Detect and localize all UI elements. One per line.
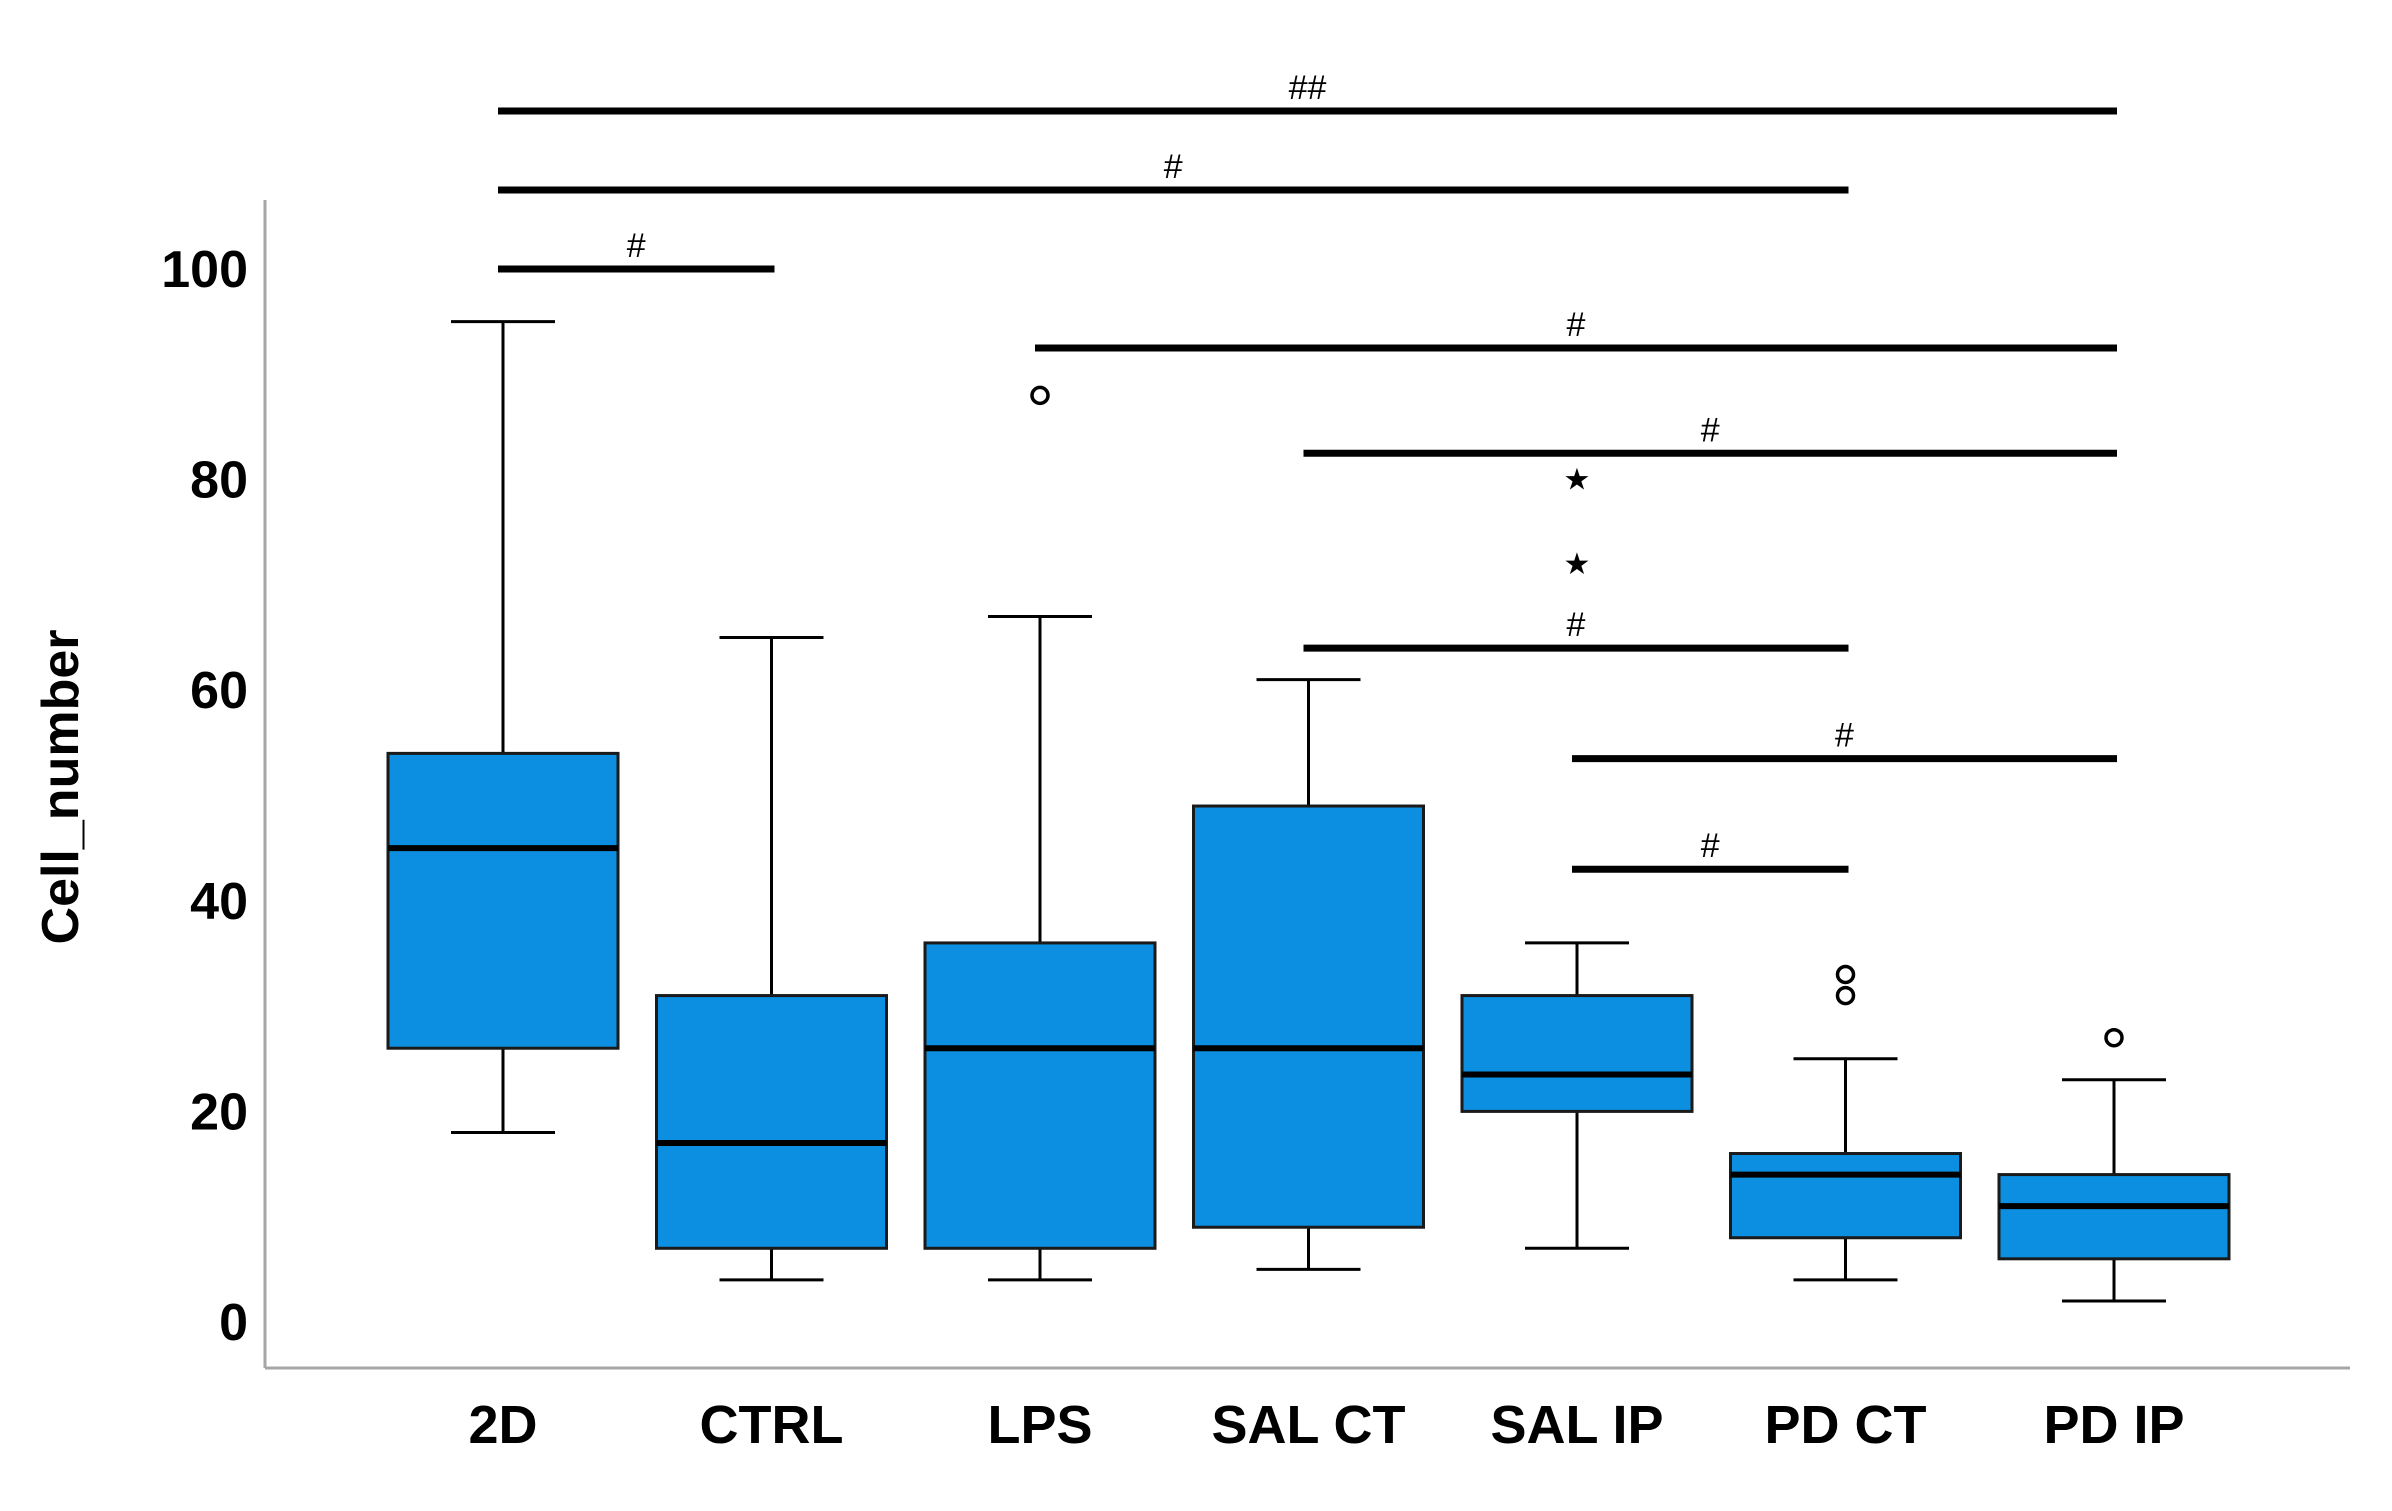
y-tick-label: 20	[190, 1083, 248, 1141]
box-group-2d	[386, 320, 620, 1134]
outlier-point	[1835, 964, 1856, 985]
box-group-sal-ip: ★★	[1460, 464, 1694, 1250]
iqr-box	[1729, 1152, 1962, 1240]
x-tick-label: SAL CT	[1211, 1395, 1405, 1455]
iqr-box	[386, 751, 620, 1050]
outlier-point	[2104, 1027, 2124, 1048]
y-tick-label: 0	[219, 1294, 248, 1352]
y-tick-label: 40	[190, 873, 248, 931]
x-tick-label: LPS	[987, 1395, 1092, 1455]
box-group-pd-ct	[1729, 964, 1962, 1282]
significance-label: #	[627, 227, 646, 265]
extreme-point: ★	[1564, 464, 1591, 497]
iqr-box	[923, 941, 1157, 1250]
box-group-sal-ct	[1192, 678, 1425, 1271]
significance-label: #	[1567, 606, 1586, 644]
boxes: ★★	[386, 320, 2231, 1303]
iqr-box	[655, 994, 888, 1250]
x-tick-label: 2D	[468, 1395, 537, 1455]
significance-label: #	[1701, 411, 1720, 449]
significance-label: #	[1835, 717, 1854, 755]
y-tick-label: 60	[190, 662, 248, 720]
y-tick-label: 100	[161, 241, 248, 299]
significance-label: #	[1701, 827, 1720, 865]
outlier-point	[1030, 385, 1050, 406]
extreme-point: ★	[1564, 548, 1591, 581]
significance-label: #	[1164, 148, 1183, 186]
x-tick-label: PD IP	[2043, 1395, 2184, 1455]
box-group-pd-ip	[1997, 1027, 2231, 1303]
significance-label: ##	[1289, 69, 1327, 107]
x-tick-label: CTRL	[700, 1395, 844, 1455]
significance-brackets: #########	[498, 69, 2117, 873]
iqr-box	[1192, 804, 1425, 1229]
axes: 0 20 40 60 80 100 2D CTRL LPS SAL CT SAL IP PD CT PD…	[161, 200, 2350, 1455]
iqr-box	[1997, 1173, 2231, 1261]
x-tick-label: SAL IP	[1490, 1395, 1663, 1455]
x-tick-label: PD CT	[1765, 1395, 1927, 1455]
y-axis-label: Cell_number	[32, 630, 90, 945]
iqr-box	[1460, 994, 1694, 1113]
box-group-lps	[923, 385, 1157, 1282]
y-tick-label: 80	[190, 452, 248, 510]
box-group-ctrl	[655, 636, 888, 1282]
outlier-point	[1835, 985, 1856, 1006]
significance-label: #	[1567, 306, 1586, 344]
